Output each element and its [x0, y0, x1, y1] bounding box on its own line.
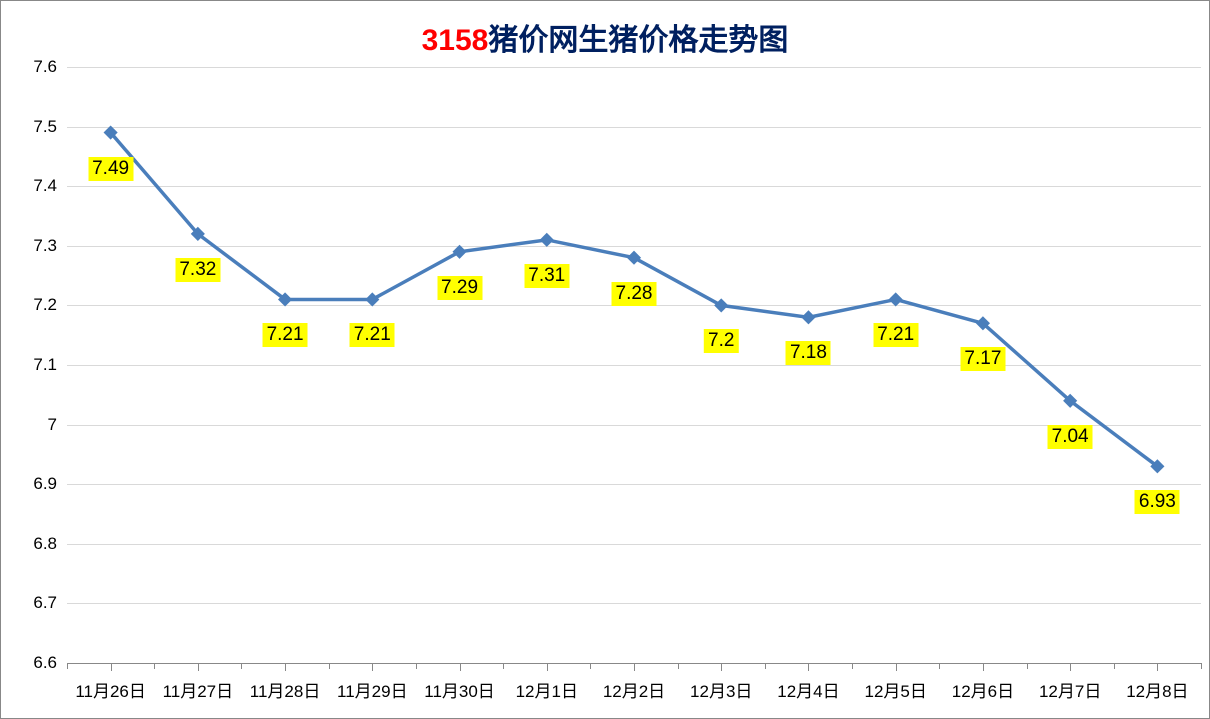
- x-tick: [372, 663, 373, 671]
- x-tick: [460, 663, 461, 671]
- y-axis-label: 6.7: [33, 593, 57, 613]
- x-axis-label: 12月7日: [1039, 677, 1101, 702]
- x-axis-label: 12月3日: [690, 677, 752, 702]
- x-axis-label: 12月8日: [1126, 677, 1188, 702]
- data-label: 7.04: [1048, 425, 1093, 449]
- diamond-marker-icon: [365, 292, 379, 306]
- data-label: 7.31: [524, 264, 569, 288]
- x-tick: [198, 663, 199, 671]
- chart-title-highlight: 3158: [422, 24, 489, 57]
- x-axis-label: 11月29日: [337, 677, 408, 702]
- chart-title-rest: 猪价网生猪价格走势图: [488, 24, 788, 57]
- diamond-marker-icon: [889, 292, 903, 306]
- y-axis-label: 7.6: [33, 57, 57, 77]
- y-axis-label: 7.4: [33, 176, 57, 196]
- x-axis-label: 12月4日: [777, 677, 839, 702]
- data-label: 7.32: [175, 258, 220, 282]
- y-axis-label: 7.1: [33, 355, 57, 375]
- line-series: [67, 67, 1201, 663]
- diamond-marker-icon: [627, 251, 641, 265]
- x-tick: [285, 663, 286, 671]
- plot-area: 6.66.76.86.977.17.27.37.47.57.611月26日11月…: [67, 67, 1201, 663]
- x-tick: [547, 663, 548, 671]
- data-label: 7.18: [786, 341, 831, 365]
- chart-container: 3158猪价网生猪价格走势图 6.66.76.86.977.17.27.37.4…: [0, 0, 1210, 719]
- data-label: 7.21: [873, 323, 918, 347]
- data-label: 7.49: [88, 157, 133, 181]
- y-axis-label: 6.6: [33, 653, 57, 673]
- x-tick: [634, 663, 635, 671]
- x-axis-label: 11月28日: [250, 677, 321, 702]
- y-axis-label: 6.8: [33, 534, 57, 554]
- x-tick-boundary: [1201, 663, 1202, 669]
- x-tick: [808, 663, 809, 671]
- x-axis-label: 11月27日: [163, 677, 234, 702]
- x-axis-label: 12月6日: [952, 677, 1014, 702]
- diamond-marker-icon: [714, 298, 728, 312]
- diamond-marker-icon: [801, 310, 815, 324]
- x-tick: [1157, 663, 1158, 671]
- data-label: 7.21: [350, 323, 395, 347]
- x-tick: [983, 663, 984, 671]
- y-axis-label: 7.2: [33, 295, 57, 315]
- data-label: 7.28: [612, 282, 657, 306]
- x-tick: [1070, 663, 1071, 671]
- data-label: 7.2: [704, 329, 738, 353]
- x-axis-label: 12月5日: [865, 677, 927, 702]
- x-tick: [721, 663, 722, 671]
- x-axis-label: 11月26日: [75, 677, 146, 702]
- x-axis-label: 11月30日: [424, 677, 495, 702]
- y-axis-label: 7.5: [33, 117, 57, 137]
- y-axis-label: 6.9: [33, 474, 57, 494]
- y-axis-label: 7: [48, 415, 57, 435]
- x-axis-line: [67, 663, 1201, 664]
- data-label: 7.29: [437, 276, 482, 300]
- data-label: 6.93: [1135, 490, 1180, 514]
- x-tick: [896, 663, 897, 671]
- diamond-marker-icon: [452, 245, 466, 259]
- x-axis-label: 12月1日: [516, 677, 578, 702]
- data-label: 7.17: [960, 347, 1005, 371]
- x-axis-label: 12月2日: [603, 677, 665, 702]
- data-label: 7.21: [263, 323, 308, 347]
- diamond-marker-icon: [540, 233, 554, 247]
- y-axis-label: 7.3: [33, 236, 57, 256]
- chart-title: 3158猪价网生猪价格走势图: [1, 15, 1209, 59]
- x-tick: [111, 663, 112, 671]
